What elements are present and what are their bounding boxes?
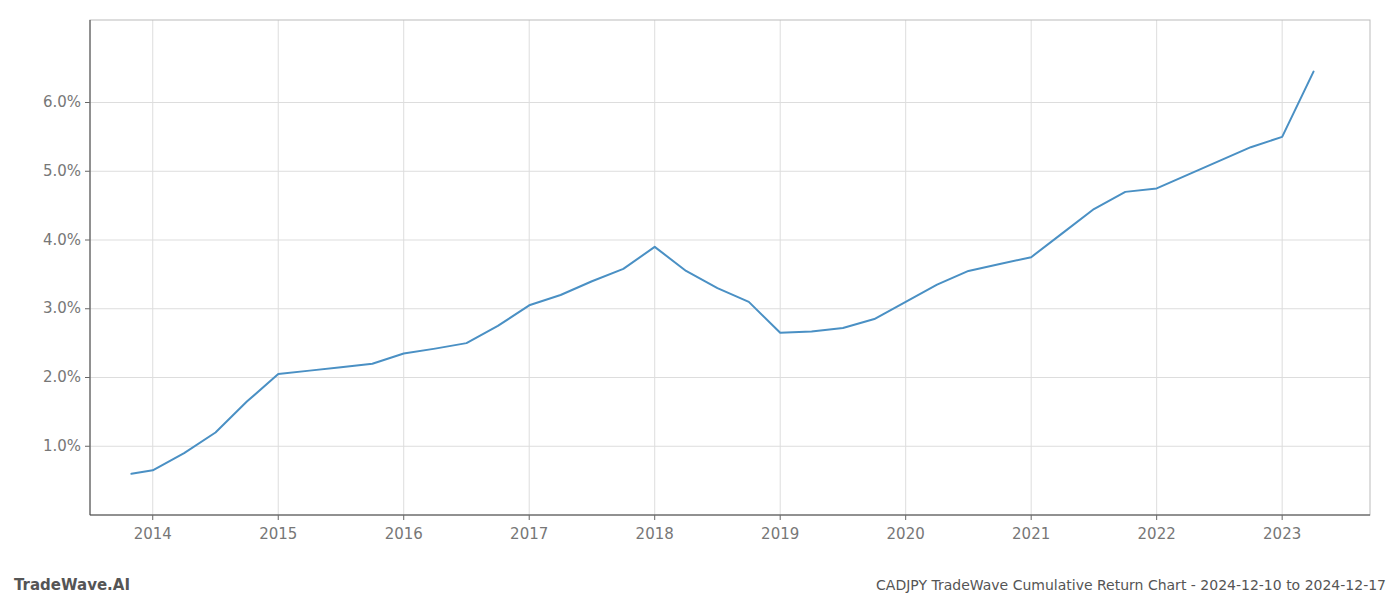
grid-line xyxy=(1282,20,1283,515)
tick-label: 2014 xyxy=(134,525,172,543)
grid-line xyxy=(654,20,655,515)
tick-mark xyxy=(85,308,90,309)
grid-line xyxy=(529,20,530,515)
grid-line xyxy=(905,20,906,515)
tick-label: 2018 xyxy=(636,525,674,543)
tick-mark xyxy=(654,515,655,520)
tick-mark xyxy=(1282,515,1283,520)
texts: TradeWave.AI CADJPY TradeWave Cumulative … xyxy=(14,576,1386,594)
tick-mark xyxy=(85,102,90,103)
tick-label: 4.0% xyxy=(43,231,81,249)
tick-mark xyxy=(1156,515,1157,520)
grid xyxy=(90,20,1370,515)
y-axis-line xyxy=(90,20,91,515)
tick-label: 2015 xyxy=(259,525,297,543)
tick-label: 2022 xyxy=(1138,525,1176,543)
grid-line xyxy=(152,20,153,515)
tick-label: 2017 xyxy=(510,525,548,543)
tick-label: 6.0% xyxy=(43,93,81,111)
title: CADJPY TradeWave Cumulative Return Chart… xyxy=(876,577,1386,593)
grid-line xyxy=(90,171,1370,172)
tick-mark xyxy=(85,446,90,447)
tick-label: 2023 xyxy=(1263,525,1301,543)
tick-mark xyxy=(278,515,279,520)
grid-line xyxy=(90,240,1370,241)
tick-mark xyxy=(780,515,781,520)
plot-area xyxy=(131,72,1313,474)
tick-mark xyxy=(85,240,90,241)
watermark: TradeWave.AI xyxy=(14,576,130,594)
grid-line xyxy=(1156,20,1157,515)
tick-mark xyxy=(152,515,153,520)
tick-label: 2020 xyxy=(887,525,925,543)
grid-line xyxy=(278,20,279,515)
tick-label: 5.0% xyxy=(43,162,81,180)
grid-line xyxy=(780,20,781,515)
tick-label: 1.0% xyxy=(43,437,81,455)
grid-line xyxy=(90,446,1370,447)
background xyxy=(0,0,1400,600)
x-axis-line xyxy=(90,515,1370,516)
line xyxy=(131,72,1313,474)
tick-mark xyxy=(1031,515,1032,520)
tick-label: 2021 xyxy=(1012,525,1050,543)
grid-line xyxy=(90,377,1370,378)
tick-label: 2016 xyxy=(385,525,423,543)
axes: 1.0% 2.0% 3.0% 4.0% 5.0% 6.0% 2014 2015 2016 2017… xyxy=(43,20,1370,543)
tick-mark xyxy=(905,515,906,520)
tick-label: 2019 xyxy=(761,525,799,543)
tick-mark xyxy=(529,515,530,520)
tick-mark xyxy=(85,377,90,378)
tick-label: 2.0% xyxy=(43,368,81,386)
tick-label: 3.0% xyxy=(43,299,81,317)
grid-line xyxy=(403,20,404,515)
grid-line xyxy=(90,102,1370,103)
tick-mark xyxy=(403,515,404,520)
chart: 1.0% 2.0% 3.0% 4.0% 5.0% 6.0% 2014 2015 2016 2017… xyxy=(0,0,1400,600)
grid-line xyxy=(90,308,1370,309)
grid-line xyxy=(1031,20,1032,515)
plot-frame xyxy=(90,20,1370,515)
tick-mark xyxy=(85,171,90,172)
